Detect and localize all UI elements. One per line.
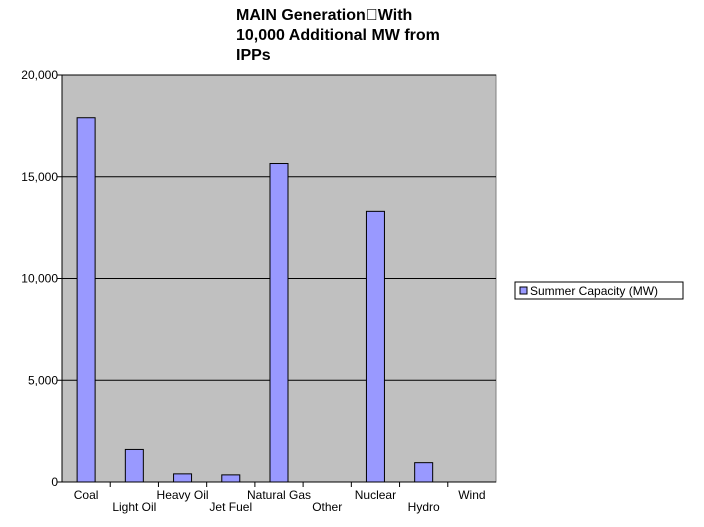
x-tick-label: Natural Gas xyxy=(247,488,311,502)
x-tick-label: Light Oil xyxy=(112,500,156,514)
legend-label: Summer Capacity (MW) xyxy=(530,284,658,298)
x-tick-label: Nuclear xyxy=(355,488,396,502)
x-tick-label: Jet Fuel xyxy=(209,500,252,514)
x-tick-label: Wind xyxy=(458,488,485,502)
chart-title-line: 10,000 Additional MW from xyxy=(236,27,440,44)
x-tick-label: Other xyxy=(312,500,342,514)
legend-box xyxy=(514,281,684,300)
chart-title: MAIN Generation With 10,000 Additional MW… xyxy=(236,7,440,64)
bar-hydro xyxy=(414,462,434,483)
y-tick-label: 20,000 xyxy=(21,68,58,82)
y-tick-label: 10,000 xyxy=(21,272,58,286)
legend-swatch xyxy=(519,286,528,295)
chart-title-line: MAIN Generation With xyxy=(236,7,412,24)
y-tick-label: 0 xyxy=(51,475,58,489)
bar-light-oil xyxy=(124,448,144,483)
bar-nuclear xyxy=(365,210,385,483)
bar-jet-fuel xyxy=(221,474,241,483)
y-tick-label: 5,000 xyxy=(28,373,58,387)
x-tick-label: Hydro xyxy=(408,500,440,514)
y-axis-ticks: 0 5,000 10,000 15,000 20,000 xyxy=(21,68,62,489)
y-tick-label: 15,000 xyxy=(21,170,58,184)
legend: Summer Capacity (MW) xyxy=(514,281,684,300)
chart-title-line: IPPs xyxy=(236,47,271,64)
bar-natural-gas xyxy=(269,163,289,483)
bar-coal xyxy=(76,117,96,483)
bar-heavy-oil xyxy=(173,473,193,483)
x-tick-label: Coal xyxy=(74,488,99,502)
x-tick-label: Heavy Oil xyxy=(157,488,209,502)
